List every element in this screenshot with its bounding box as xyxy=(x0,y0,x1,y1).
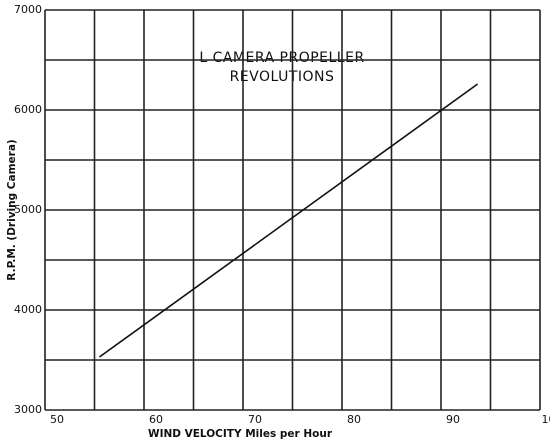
x-tick-label: 60 xyxy=(149,413,163,426)
y-tick-label: 7000 xyxy=(14,3,42,16)
y-tick-label: 4000 xyxy=(14,303,42,316)
x-tick-label: 80 xyxy=(347,413,361,426)
y-tick-label: 5000 xyxy=(14,203,42,216)
x-tick-label: 100 xyxy=(542,413,550,426)
chart-title-line: L CAMERA PROPELLER xyxy=(199,50,364,66)
x-axis-label: WIND VELOCITY Miles per Hour xyxy=(148,428,333,440)
data-line xyxy=(98,83,479,358)
y-axis-label: R.P.M. (Driving Camera) xyxy=(6,139,18,280)
y-tick-label: 6000 xyxy=(14,103,42,116)
x-tick-label: 50 xyxy=(50,413,64,426)
y-tick-label: 3000 xyxy=(14,403,42,416)
chart-title-line: REVOLUTIONS xyxy=(230,69,335,85)
x-tick-label: 70 xyxy=(248,413,262,426)
x-tick-label: 90 xyxy=(446,413,460,426)
